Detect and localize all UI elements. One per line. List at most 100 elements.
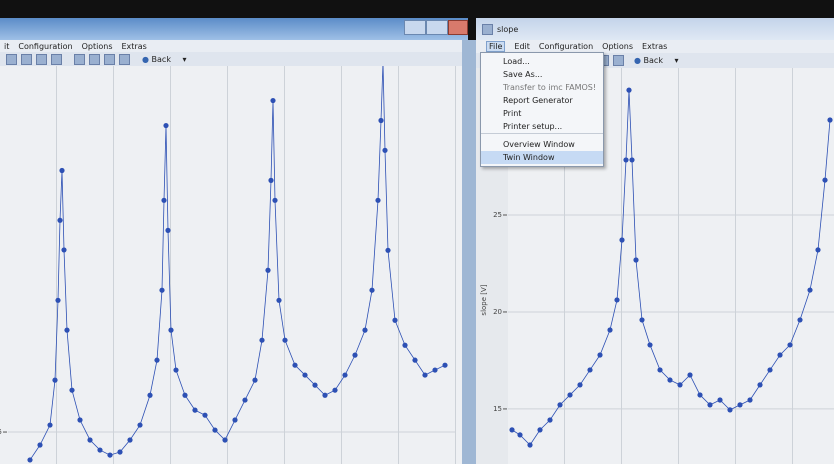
data-point — [268, 178, 273, 183]
data-point — [633, 257, 638, 262]
data-point — [587, 367, 592, 372]
data-point — [47, 422, 52, 427]
data-point — [292, 363, 297, 368]
data-point — [270, 98, 275, 103]
data-point — [27, 457, 32, 462]
data-point — [402, 343, 407, 348]
data-point — [352, 353, 357, 358]
data-point — [619, 237, 624, 242]
data-point — [392, 318, 397, 323]
data-point — [815, 247, 820, 252]
data-point — [282, 338, 287, 343]
data-point — [787, 342, 792, 347]
data-point — [64, 328, 69, 333]
data-point — [777, 352, 782, 357]
data-point — [385, 248, 390, 253]
y-tick-label: 15 — [493, 405, 502, 413]
menu-option[interactable]: Printer setup... — [481, 120, 603, 134]
data-point — [747, 397, 752, 402]
data-point — [375, 198, 380, 203]
data-point — [332, 388, 337, 393]
data-point — [509, 427, 514, 432]
y-tick-label: 5 — [0, 428, 2, 436]
menu-option[interactable]: Print — [481, 107, 603, 120]
data-point — [757, 382, 762, 387]
data-point — [57, 218, 62, 223]
data-point — [127, 437, 132, 442]
charts: 5 15 20 25 slope [V] — [0, 0, 834, 464]
data-point — [362, 328, 367, 333]
data-point — [37, 442, 42, 447]
data-point — [202, 413, 207, 418]
data-point — [165, 228, 170, 233]
data-point — [557, 402, 562, 407]
data-point — [173, 367, 178, 372]
data-point — [827, 117, 832, 122]
data-point — [707, 402, 712, 407]
menu-option[interactable]: Report Generator — [481, 94, 603, 107]
data-point — [607, 327, 612, 332]
data-point — [276, 298, 281, 303]
data-point — [117, 449, 122, 454]
data-point — [302, 372, 307, 377]
y-tick-label: 20 — [493, 308, 502, 316]
data-point — [639, 317, 644, 322]
menu-option[interactable]: Overview Window — [481, 138, 603, 151]
data-point — [161, 198, 166, 203]
data-point — [687, 372, 692, 377]
menu-option[interactable]: Save As... — [481, 68, 603, 81]
data-point — [797, 317, 802, 322]
data-point — [382, 148, 387, 153]
data-point — [242, 397, 247, 402]
data-point — [137, 422, 142, 427]
data-point — [69, 388, 74, 393]
y-tick-label: 25 — [493, 211, 502, 219]
data-point — [442, 363, 447, 368]
data-point — [626, 88, 631, 93]
data-point — [259, 338, 264, 343]
left-chart — [8, 60, 455, 463]
screen: it Configuration Options Extras ● Back ▾… — [0, 0, 834, 464]
data-point — [577, 382, 582, 387]
data-point — [107, 452, 112, 457]
data-point — [312, 383, 317, 388]
data-point — [252, 378, 257, 383]
data-point — [597, 352, 602, 357]
data-point — [422, 372, 427, 377]
data-point — [623, 157, 628, 162]
data-point — [342, 372, 347, 377]
data-point — [380, 60, 385, 65]
menu-option[interactable]: Twin Window — [481, 151, 603, 164]
data-point — [629, 157, 634, 162]
data-point — [807, 287, 812, 292]
data-point — [527, 442, 532, 447]
data-point — [59, 168, 64, 173]
data-point — [212, 427, 217, 432]
data-point — [517, 432, 522, 437]
data-point — [87, 437, 92, 442]
data-point — [567, 392, 572, 397]
data-point — [432, 367, 437, 372]
data-point — [717, 397, 722, 402]
data-point — [677, 382, 682, 387]
data-point — [272, 198, 277, 203]
data-point — [154, 358, 159, 363]
menu-option[interactable]: Load... — [481, 55, 603, 68]
menu-option[interactable]: Transfer to imc FAMOS! — [481, 81, 603, 94]
data-point — [168, 328, 173, 333]
data-point — [667, 377, 672, 382]
data-point — [77, 417, 82, 422]
data-point — [232, 417, 237, 422]
data-point — [737, 402, 742, 407]
data-point — [55, 298, 60, 303]
data-point — [614, 297, 619, 302]
data-point — [97, 447, 102, 452]
data-point — [265, 268, 270, 273]
data-point — [182, 393, 187, 398]
data-point — [52, 378, 57, 383]
data-point — [537, 427, 542, 432]
data-point — [547, 417, 552, 422]
data-point — [727, 407, 732, 412]
y-axis-label: slope [V] — [480, 284, 488, 315]
data-point — [378, 118, 383, 123]
